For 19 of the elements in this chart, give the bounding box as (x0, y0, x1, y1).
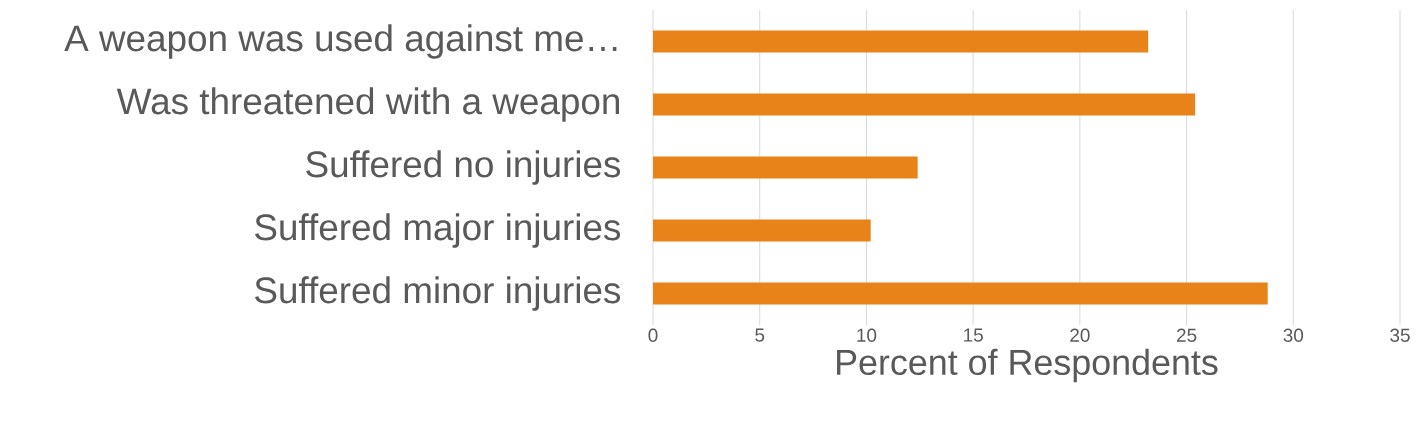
x-tick-label: 35 (1390, 328, 1410, 342)
x-axis-title: Percent of Respondents (837, 348, 1218, 383)
bar (653, 156, 918, 179)
x-tick-label: 30 (1283, 328, 1304, 342)
y-tick-label: Was threatened with a weapon (116, 87, 619, 122)
x-tick-label: 10 (857, 328, 877, 342)
y-tick-label: Suffered minor injuries (255, 276, 621, 311)
y-tick-label: A weapon was used against me… (64, 24, 617, 59)
x-tick-label: 0 (648, 328, 658, 342)
x-tick-label: 25 (1177, 328, 1197, 342)
bar (653, 30, 1149, 53)
bar (653, 93, 1196, 116)
bar (653, 282, 1268, 305)
bar (653, 219, 871, 242)
y-tick-label: Suffered major injuries (255, 213, 621, 248)
x-tick-label: 5 (755, 328, 765, 342)
y-tick-label: Suffered no injuries (306, 150, 621, 185)
x-tick-label: 15 (964, 328, 983, 342)
x-tick-label: 20 (1070, 328, 1090, 342)
